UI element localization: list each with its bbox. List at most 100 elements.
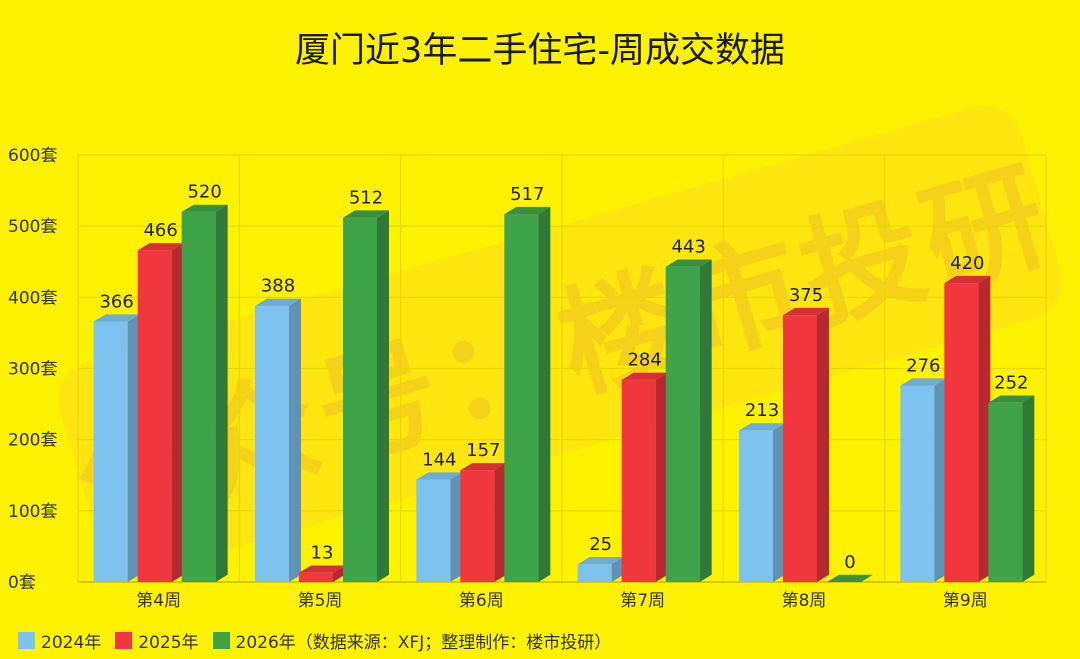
bar <box>343 217 377 583</box>
bar <box>988 402 1023 582</box>
y-tick-label: 500套 <box>8 217 57 237</box>
chart-title: 厦门近3年二手住宅-周成交数据 <box>295 31 785 71</box>
bar-value-label: 25 <box>589 534 612 555</box>
bar-top <box>93 314 140 322</box>
legend-label-2026: 2026年 <box>235 633 296 653</box>
bar-top <box>460 463 507 471</box>
bar <box>137 250 172 582</box>
bar <box>621 379 656 582</box>
bar-side <box>127 314 140 582</box>
bar-side <box>611 557 624 582</box>
bar-value-label: 284 <box>627 350 661 371</box>
legend-source-note: （数据来源：XFJ；整理制作：楼市投研） <box>295 633 612 653</box>
bar-side <box>699 259 712 582</box>
bar-value-label: 517 <box>510 184 544 205</box>
bar <box>900 385 935 582</box>
bar <box>944 283 979 582</box>
legend-label-2024: 2024年 <box>41 633 102 653</box>
bar-value-label: 13 <box>311 543 334 564</box>
bar-top <box>577 557 624 565</box>
bar-side <box>289 298 301 582</box>
bar-top <box>343 210 389 218</box>
bar-value-label: 443 <box>671 237 705 258</box>
x-tick-label: 第8周 <box>782 591 827 611</box>
bar-top <box>137 243 184 251</box>
y-tick-label: 600套 <box>8 146 57 166</box>
bar-value-label: 366 <box>99 291 133 312</box>
bar-value-label: 466 <box>143 220 177 241</box>
bar <box>416 479 451 582</box>
bar-top <box>900 378 947 386</box>
bar-top <box>255 298 301 306</box>
bar-side <box>494 463 507 582</box>
bar-top <box>827 574 873 582</box>
legend-item-2025: 2025年 <box>115 628 199 653</box>
bar-value-label: 252 <box>994 372 1028 393</box>
legend: 2024年 2025年 2026年 （数据来源：XFJ；整理制作：楼市投研） <box>18 628 611 653</box>
bar-top <box>181 204 228 212</box>
bar <box>504 214 539 582</box>
legend-label-2025: 2025年 <box>138 633 199 653</box>
legend-item-2024: 2024年 <box>18 628 101 653</box>
legend-item-2026: 2026年 <box>212 628 296 653</box>
bar-side <box>773 423 785 582</box>
bar-side <box>1022 395 1035 582</box>
bar-side <box>215 204 228 582</box>
y-tick-label: 200套 <box>8 431 57 451</box>
bar-top <box>988 395 1035 403</box>
x-tick-label: 第5周 <box>298 591 343 611</box>
bar-top <box>783 307 829 316</box>
bar-side <box>817 307 829 582</box>
bar-top <box>665 259 712 267</box>
bar-value-label: 512 <box>349 187 383 208</box>
legend-swatch-2024 <box>18 632 35 649</box>
bar <box>665 266 700 582</box>
bar-top <box>621 372 668 380</box>
bar <box>460 470 495 582</box>
x-tick-label: 第9周 <box>943 591 988 611</box>
bars: 366 466 520 388 13 512 144 157 517 25 284 443 213 375… <box>93 182 1035 583</box>
bar-top <box>416 472 463 480</box>
y-axis-ticks: 0套 100套 200套 300套 400套 500套 600套 <box>8 146 57 593</box>
bar-value-label: 213 <box>745 400 779 421</box>
bar-side <box>377 210 389 582</box>
y-tick-label: 100套 <box>8 502 57 522</box>
bar-top <box>944 275 991 284</box>
bar-side <box>450 472 463 582</box>
bar-value-label: 520 <box>187 182 221 203</box>
bar-top <box>299 565 345 573</box>
bar-top <box>739 423 785 431</box>
x-tick-label: 第7周 <box>620 591 665 611</box>
y-tick-label: 400套 <box>8 288 57 308</box>
bar <box>181 211 216 582</box>
x-tick-label: 第4周 <box>136 591 181 611</box>
bar-side <box>538 206 551 582</box>
legend-swatch-2026 <box>212 632 230 649</box>
legend-swatch-2025 <box>115 632 133 649</box>
bar-side <box>171 243 184 582</box>
bar-value-label: 0 <box>844 552 855 573</box>
bar <box>299 572 333 582</box>
bar-side <box>655 372 668 582</box>
bar <box>577 564 612 582</box>
bar-value-label: 276 <box>906 355 940 376</box>
bar <box>93 321 128 582</box>
x-axis-ticks: 第4周 第5周 第6周 第7周 第8周 第9周 <box>136 591 987 611</box>
y-tick-label: 300套 <box>8 360 57 380</box>
bar-side <box>934 378 947 582</box>
bar-value-label: 420 <box>950 253 984 274</box>
bar-side <box>333 565 345 582</box>
y-tick-label: 0套 <box>8 573 36 593</box>
bar-side <box>978 275 991 582</box>
bar-value-label: 144 <box>422 449 456 470</box>
bar-value-label: 375 <box>789 285 823 306</box>
bar <box>739 430 773 582</box>
bar-value-label: 388 <box>261 276 295 297</box>
bar-value-label: 157 <box>466 440 500 461</box>
x-tick-label: 第6周 <box>459 591 504 611</box>
bar <box>255 305 289 582</box>
bar-top <box>504 206 551 215</box>
grid <box>77 154 1047 583</box>
bar <box>783 315 817 582</box>
